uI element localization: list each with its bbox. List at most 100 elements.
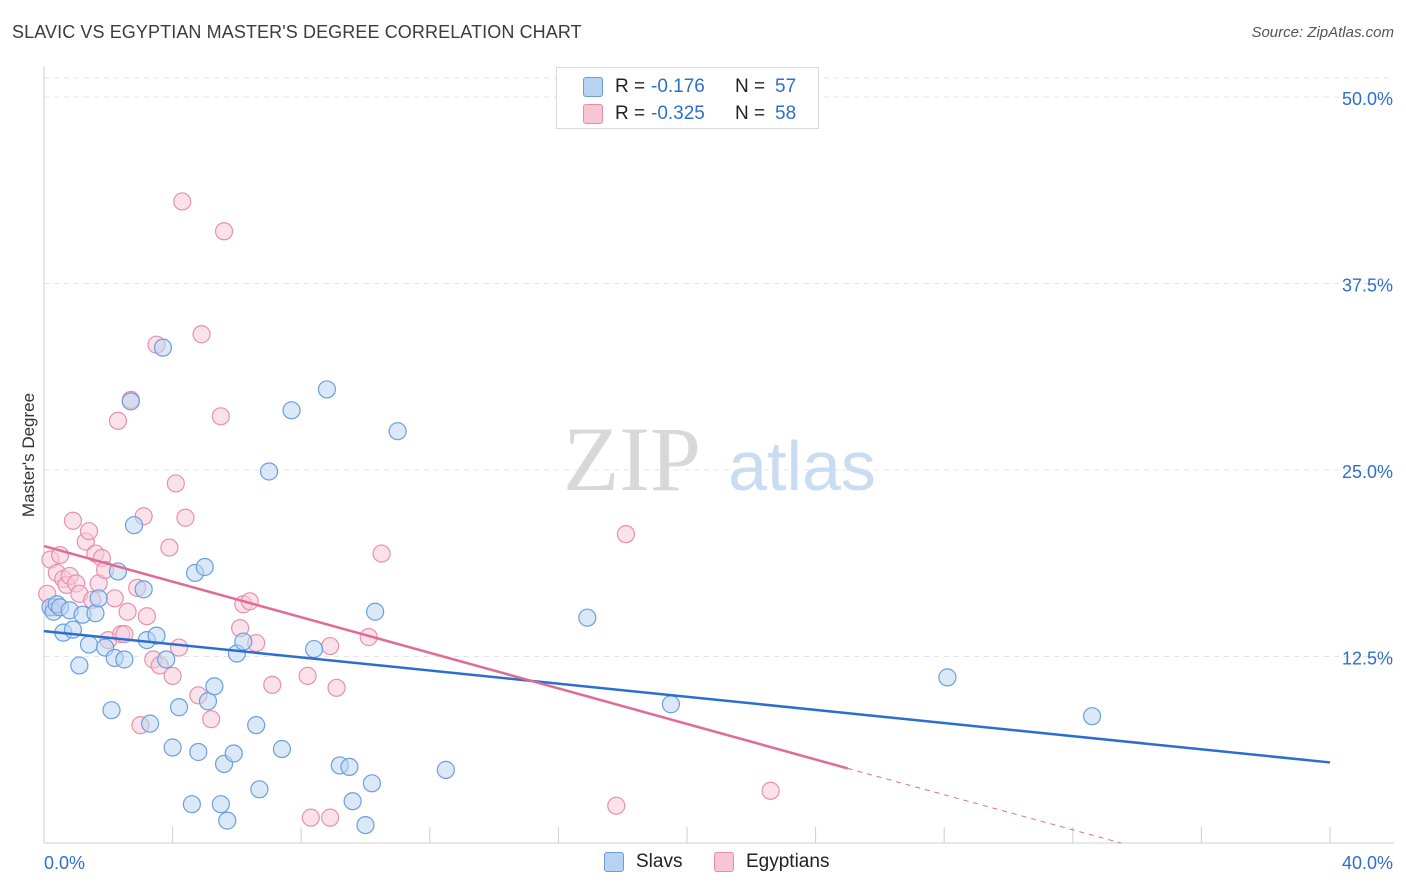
r-value: -0.325 [651,103,705,124]
data-point [388,422,407,441]
data-point [607,796,626,815]
watermark: ZIP atlas [563,408,876,510]
data-point [211,795,230,814]
data-point [153,338,173,357]
data-point [102,701,121,720]
data-point [282,401,301,420]
trend-lines [43,544,1331,844]
data-point [160,538,179,557]
egyptians-trend-extension [847,767,1122,844]
data-point [169,638,189,657]
data-point [340,757,359,777]
legend-item-egyptians[interactable]: Egyptians [714,851,829,873]
data-point [272,739,292,759]
series-legend: Slavs Egyptians [0,851,1406,877]
data-point [224,744,243,763]
data-point [214,222,234,241]
egyptians-trend-line [43,544,849,770]
stats-legend: R = -0.176 N = 57 R = -0.325 N = 58 [556,67,819,129]
data-point [298,666,317,685]
x-tick-labels: 0.0% 40.0% [44,853,1393,873]
egyptians-swatch [583,104,603,124]
x-tick-label: 40.0% [1342,853,1393,873]
data-point [169,698,189,717]
source-label: Source: ZipAtlas.com [1251,24,1394,41]
data-point [234,632,253,651]
egyptians-swatch [714,852,734,872]
y-tick-labels: 12.5% 25.0% 37.5% 50.0% [1342,89,1393,669]
data-point [173,192,192,211]
data-point [195,557,214,577]
data-point [761,781,780,800]
watermark-atlas: atlas [728,427,876,505]
data-point [578,608,597,627]
data-point [321,636,340,656]
data-point [157,650,176,669]
data-point [938,668,957,687]
data-point [205,677,224,696]
data-point [182,795,201,814]
data-point [63,511,83,530]
r-label: R = [615,76,646,97]
data-point [366,602,385,621]
y-tick-label: 12.5% [1342,649,1393,669]
data-point [436,760,455,779]
y-tick-label: 50.0% [1342,89,1393,109]
data-point [89,589,108,608]
data-point [121,392,140,411]
watermark-zip: ZIP [563,408,701,510]
data-point [176,508,195,527]
data-point [327,678,346,697]
data-point [616,525,636,544]
data-point [372,544,391,563]
data-point [79,635,99,654]
slavs-trend-line [43,629,1331,764]
grid [44,77,1394,657]
data-point [356,815,375,835]
n-label: N = [735,76,766,97]
data-point [259,462,279,481]
data-point [263,675,282,694]
data-point [163,738,182,757]
data-point [202,710,221,729]
slavs-points [41,338,1102,835]
n-value: 57 [775,76,797,97]
y-tick-label: 37.5% [1342,276,1393,296]
data-point [189,742,208,762]
data-point [115,650,134,669]
legend-row-slavs: R = -0.176 N = 57 [557,74,796,100]
data-point [362,774,382,793]
n-label: N = [735,103,766,124]
data-point [70,656,89,675]
legend-label: Egyptians [746,851,830,872]
data-point [301,808,320,827]
data-point [218,811,237,830]
data-point [211,407,230,426]
data-point [134,580,153,599]
data-point [192,325,211,344]
data-point [166,474,185,493]
data-point [321,808,340,827]
r-label: R = [615,103,646,124]
data-point [317,380,337,399]
legend-label: Slavs [636,851,683,872]
data-point [140,714,160,733]
data-point [1082,707,1102,726]
data-point [105,589,124,608]
legend-item-slavs[interactable]: Slavs [604,851,682,873]
data-point [137,607,156,626]
data-point [147,626,166,645]
data-point [304,639,324,659]
data-point [247,716,266,735]
data-point [163,666,182,685]
slavs-swatch [604,852,624,872]
legend-row-egyptians: R = -0.325 N = 58 [557,101,796,127]
data-point [343,792,362,811]
r-value: -0.176 [651,76,705,97]
y-tick-label: 25.0% [1342,462,1393,482]
data-point [79,522,99,541]
data-point [86,604,105,623]
n-value: 58 [775,103,797,124]
data-point [108,411,128,430]
